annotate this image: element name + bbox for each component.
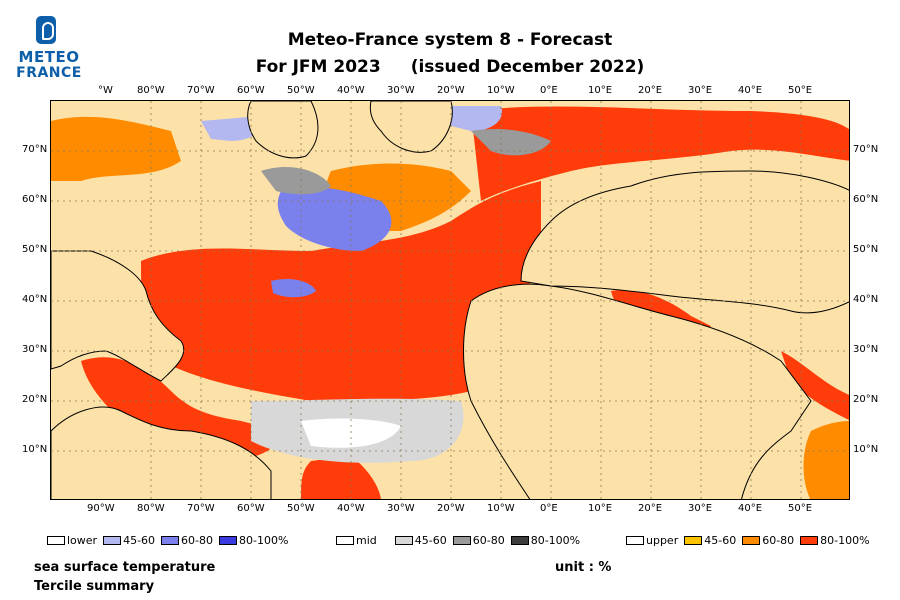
bottom-lon-label: 40°E — [738, 503, 763, 514]
top-lon-label: 70°W — [187, 85, 215, 96]
top-lon-label: 80°W — [137, 85, 165, 96]
top-lon-label: °W — [98, 85, 113, 96]
legend-upper-swatch — [800, 535, 819, 545]
legend-mid-item: 45-60 — [414, 533, 447, 547]
legend-lower-swatch — [47, 535, 65, 545]
left-lat-label: 30°N — [22, 344, 48, 355]
caption-summary: Tercile summary — [34, 579, 155, 594]
right-lat-label: 70°N — [853, 144, 879, 155]
top-lon-label: 60°W — [237, 85, 265, 96]
legend-upper-item: 60-80 — [762, 533, 795, 547]
bottom-lon-label: 50°W — [287, 503, 315, 514]
legend-lower-item: 45-60 — [123, 533, 156, 547]
legend-upper-swatch — [684, 535, 703, 545]
right-lat-label: 50°N — [853, 244, 879, 255]
title-period: For JFM 2023 — [255, 57, 381, 77]
legend-mid-title: mid — [356, 533, 377, 547]
bottom-lon-label: 50°E — [788, 503, 813, 514]
legend-mid-item: 80-100% — [530, 533, 581, 547]
left-lat-label: 10°N — [22, 444, 48, 455]
legend-mid-swatch — [394, 535, 413, 545]
bottom-lon-label: 0°E — [540, 503, 558, 514]
top-lon-label: 40°W — [337, 85, 365, 96]
title-issued: (issued December 2022) — [410, 57, 645, 77]
top-lon-label: 40°E — [738, 85, 763, 96]
legend-upper-item: 80-100% — [820, 533, 870, 547]
bottom-lon-label: 30°E — [688, 503, 713, 514]
legend-mid-swatch — [336, 535, 354, 545]
legend-lower-swatch — [161, 535, 180, 545]
legend-mid-item: 60-80 — [472, 533, 505, 547]
top-lon-label: 50°W — [287, 85, 315, 96]
left-lat-label: 60°N — [22, 194, 48, 205]
title-line1: Meteo-France system 8 - Forecast — [287, 30, 613, 50]
bottom-lon-label: 40°W — [337, 503, 365, 514]
legend-mid-swatch — [510, 535, 529, 545]
legend-lower-item: 60-80 — [181, 533, 214, 547]
bottom-lon-label: 20°W — [437, 503, 465, 514]
bottom-lon-label: 10°E — [588, 503, 613, 514]
legend-lower-swatch — [219, 535, 238, 545]
lower-tercile-field — [201, 106, 502, 298]
forecast-map — [50, 100, 850, 500]
title-line2: For JFM 2023 (issued December 2022) — [0, 57, 900, 77]
logo-mark-icon — [36, 16, 56, 44]
top-lon-label: 20°E — [638, 85, 663, 96]
left-lat-label: 20°N — [22, 394, 48, 405]
top-lon-label: 30°W — [387, 85, 415, 96]
top-lon-label: 0°E — [540, 85, 558, 96]
right-lat-label: 60°N — [853, 194, 879, 205]
caption-variable: sea surface temperature — [34, 560, 216, 575]
legend-lower-title: lower — [67, 533, 98, 547]
legend-upper-swatch — [742, 535, 761, 545]
top-lon-label: 30°E — [688, 85, 713, 96]
right-lat-label: 20°N — [853, 394, 879, 405]
logo-text-line1: METEO — [18, 48, 80, 66]
left-lat-label: 40°N — [22, 294, 48, 305]
legend-upper: upper 45-60 60-80 80-100% — [626, 533, 876, 547]
top-lon-label: 10°E — [588, 85, 613, 96]
bottom-lon-label: 60°W — [237, 503, 265, 514]
top-lon-label: 10°W — [487, 85, 515, 96]
legend-upper-title: upper — [646, 533, 679, 547]
meteo-france-logo: METEO FRANCE — [14, 14, 84, 84]
left-lat-label: 50°N — [22, 244, 48, 255]
bottom-lon-label: 20°E — [638, 503, 663, 514]
top-lon-label: 20°W — [437, 85, 465, 96]
bottom-lon-label: 90°W — [87, 503, 115, 514]
legend-upper-swatch — [626, 535, 644, 545]
left-lat-label: 70°N — [22, 144, 48, 155]
legend-lower-swatch — [103, 535, 122, 545]
logo-text-line2: FRANCE — [16, 65, 82, 81]
bottom-lon-label: 70°W — [187, 503, 215, 514]
right-lat-label: 10°N — [853, 444, 879, 455]
caption-unit: unit : % — [555, 560, 612, 575]
legend-mid-swatch — [452, 535, 471, 545]
bottom-lon-label: 10°W — [487, 503, 515, 514]
legend-mid: mid 45-60 60-80 80-100% — [336, 533, 586, 547]
map-svg — [51, 101, 849, 499]
right-lat-label: 30°N — [853, 344, 879, 355]
legend-lower: lower 45-60 60-80 80-100% — [47, 533, 294, 547]
bottom-lon-label: 30°W — [387, 503, 415, 514]
legend-lower-item: 80-100% — [239, 533, 289, 547]
graticule — [51, 101, 849, 499]
bottom-lon-label: 80°W — [137, 503, 165, 514]
right-lat-label: 40°N — [853, 294, 879, 305]
land-masses — [51, 101, 849, 499]
legend-upper-item: 45-60 — [704, 533, 737, 547]
top-lon-label: 50°E — [788, 85, 813, 96]
